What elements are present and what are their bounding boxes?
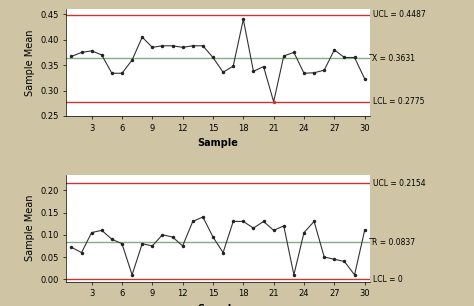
Text: LCL = 0: LCL = 0 (373, 275, 402, 284)
Y-axis label: Sample Mean: Sample Mean (25, 195, 35, 261)
X-axis label: Sample: Sample (198, 304, 238, 306)
Text: ̅X = 0.3631: ̅X = 0.3631 (373, 54, 416, 63)
Text: UCL = 0.2154: UCL = 0.2154 (373, 179, 425, 188)
Y-axis label: Sample Mean: Sample Mean (25, 29, 35, 96)
Text: LCL = 0.2775: LCL = 0.2775 (373, 98, 424, 106)
Text: ̅R = 0.0837: ̅R = 0.0837 (373, 237, 416, 247)
X-axis label: Sample: Sample (198, 138, 238, 148)
Text: UCL = 0.4487: UCL = 0.4487 (373, 10, 426, 19)
